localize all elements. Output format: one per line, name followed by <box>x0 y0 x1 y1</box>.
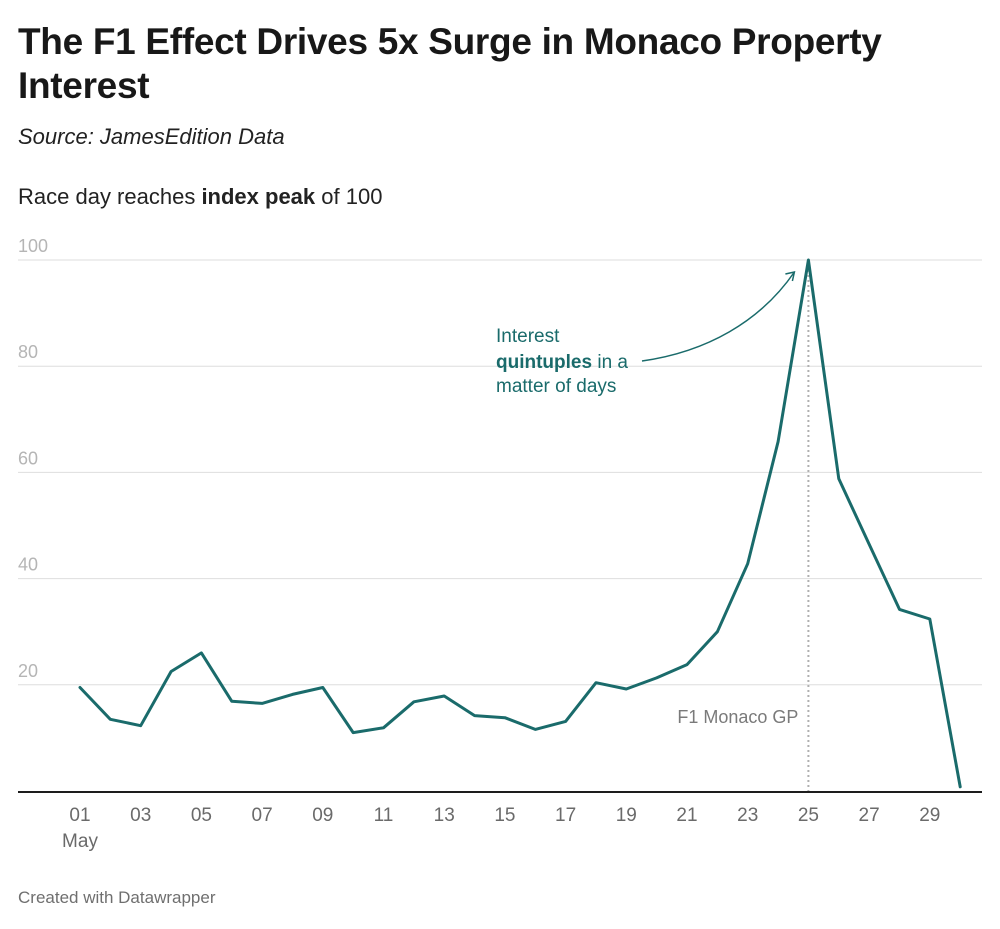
annotation-line-2: quintuples in a <box>496 352 628 373</box>
subtitle-suffix: of 100 <box>315 184 383 209</box>
x-tick-label-29: 29 <box>919 805 940 826</box>
annotation-rest: in a <box>592 352 628 373</box>
x-axis: 01 03 05 07 09 11 13 15 17 19 21 23 25 27 29 May <box>18 791 982 852</box>
chart-source: Source: JamesEdition Data <box>18 124 285 149</box>
event-marker: F1 Monaco GP <box>677 260 810 791</box>
subtitle-bold: index peak <box>201 184 316 209</box>
x-tick-label-15: 15 <box>494 805 515 826</box>
x-tick-label-01: 01 <box>69 805 90 826</box>
series-line-0 <box>78 258 962 789</box>
annotation-arrow <box>641 271 796 362</box>
x-tick-label-27: 27 <box>859 805 880 826</box>
x-month-label: May <box>62 831 98 852</box>
annotation-arrowhead <box>785 271 796 282</box>
y-tick-label-40: 40 <box>18 555 38 575</box>
chart-subtitle: Race day reaches index peak of 100 <box>18 184 382 210</box>
subtitle-prefix: Race day reaches <box>18 184 202 209</box>
x-tick-label-05: 05 <box>191 805 212 826</box>
x-tick-label-07: 07 <box>252 805 273 826</box>
y-tick-label-60: 60 <box>18 448 38 468</box>
x-tick-label-09: 09 <box>312 805 333 826</box>
x-tick-label-17: 17 <box>555 805 576 826</box>
gridlines: 20 40 60 80 100 <box>18 236 982 686</box>
y-tick-label-100: 100 <box>18 236 48 256</box>
chart-title: The F1 Effect Drives 5x Surge in Monaco … <box>18 21 882 106</box>
x-tick-label-23: 23 <box>737 805 758 826</box>
annotation: Interest quintuples in a matter of days <box>496 271 796 397</box>
annotation-line-1: Interest <box>496 326 560 347</box>
x-tick-label-25: 25 <box>798 805 819 826</box>
x-tick-label-03: 03 <box>130 805 151 826</box>
x-tick-label-13: 13 <box>434 805 455 826</box>
x-tick-label-11: 11 <box>374 805 394 826</box>
line-chart: 20 40 60 80 100 F1 Monaco GP 01 03 05 07 09 11 13 1… <box>18 236 982 852</box>
x-tick-label-21: 21 <box>676 805 697 826</box>
credit-footer: Created with Datawrapper <box>18 888 216 907</box>
event-label: F1 Monaco GP <box>677 707 798 727</box>
y-tick-label-80: 80 <box>18 342 38 362</box>
annotation-bold: quintuples <box>496 352 592 373</box>
series <box>78 258 962 789</box>
annotation-line-3: matter of days <box>496 376 616 397</box>
y-tick-label-20: 20 <box>18 661 38 681</box>
x-tick-label-19: 19 <box>616 805 637 826</box>
